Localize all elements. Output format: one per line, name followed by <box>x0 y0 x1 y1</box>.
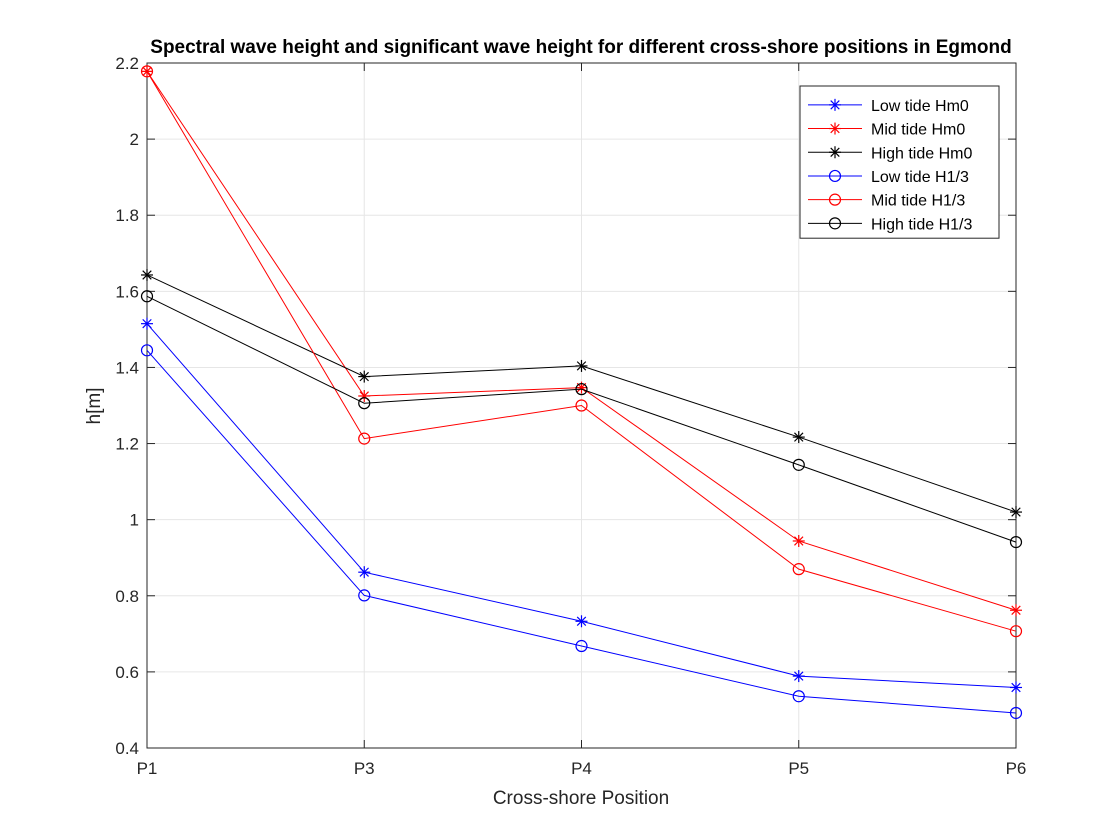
series-2 <box>141 268 1022 519</box>
data-point <box>1010 681 1022 694</box>
legend-item: High tide Hm0 <box>808 145 972 162</box>
y-tick-label: 2.2 <box>115 54 139 73</box>
legend-label: High tide Hm0 <box>871 145 972 162</box>
legend-label: Low tide Hm0 <box>871 98 969 115</box>
data-point <box>1009 625 1023 638</box>
data-point <box>1010 506 1022 519</box>
data-point <box>358 397 371 410</box>
data-point <box>358 432 371 445</box>
data-point <box>140 344 154 357</box>
data-point <box>140 65 154 78</box>
data-point <box>792 563 805 576</box>
data-point <box>141 317 153 330</box>
y-tick-label: 1 <box>130 511 139 530</box>
y-tick-label: 0.8 <box>115 587 139 606</box>
y-tick-label: 1.2 <box>115 435 139 454</box>
legend-label: Mid tide H1/3 <box>871 193 965 210</box>
series-3 <box>140 344 1023 720</box>
data-point <box>1009 536 1023 549</box>
legend-marker <box>829 146 841 159</box>
y-tick-label: 1.4 <box>115 358 139 377</box>
legend-box <box>799 85 1000 239</box>
data-point <box>1009 706 1023 720</box>
y-tick-label: 0.4 <box>115 739 139 758</box>
data-series <box>140 65 1023 720</box>
series-1 <box>141 65 1022 617</box>
legend-marker <box>828 193 842 206</box>
legend-item: Low tide Hm0 <box>808 98 969 115</box>
series-line-3 <box>146 349 1017 714</box>
y-tick-label: 1.8 <box>115 206 139 225</box>
legend-marker <box>829 98 841 111</box>
data-point <box>575 383 588 396</box>
data-point <box>575 399 588 412</box>
y-tick-label: 0.6 <box>115 663 139 682</box>
data-point <box>140 290 154 303</box>
x-tick-label: P4 <box>571 759 592 778</box>
data-point <box>792 670 805 683</box>
y-tick-label: 2 <box>130 130 139 149</box>
series-line-4 <box>146 71 1017 632</box>
y-axis-title: h[m] <box>84 388 105 425</box>
chart-title: Spectral wave height and significant wav… <box>150 37 1011 58</box>
data-point <box>575 639 588 653</box>
legend-label: High tide H1/3 <box>871 216 972 233</box>
legend-item: Low tide H1/3 <box>808 169 969 186</box>
x-axis-ticks: P1 P3 P4 P5 P6 <box>137 63 1027 778</box>
series-0 <box>141 317 1022 694</box>
x-tick-label: P5 <box>788 759 809 778</box>
data-point <box>358 566 371 579</box>
data-point <box>792 690 805 703</box>
x-tick-label: P3 <box>354 759 375 778</box>
series-4 <box>140 65 1023 638</box>
legend-marker <box>828 217 842 230</box>
series-5 <box>140 290 1023 549</box>
data-point <box>792 534 805 547</box>
x-tick-label: P6 <box>1006 759 1027 778</box>
series-line-5 <box>146 295 1017 543</box>
legend-label: Mid tide Hm0 <box>871 122 965 139</box>
data-point <box>575 359 588 372</box>
legend-label: Low tide H1/3 <box>871 169 969 186</box>
data-point <box>141 268 153 281</box>
x-tick-label: P1 <box>137 759 158 778</box>
legend: Low tide Hm0 Mid tide Hm0 High tide Hm0 Low… <box>799 85 1000 239</box>
data-point <box>358 589 371 602</box>
data-point <box>358 370 371 383</box>
legend-item: High tide H1/3 <box>808 216 972 233</box>
x-axis-title: Cross-shore Position <box>493 788 669 809</box>
data-point <box>575 615 588 628</box>
legend-item: Mid tide H1/3 <box>808 193 965 210</box>
legend-item: Mid tide Hm0 <box>808 122 965 139</box>
y-tick-label: 1.6 <box>115 282 139 301</box>
legend-marker <box>828 169 842 183</box>
legend-marker <box>829 122 841 135</box>
data-point <box>792 431 805 444</box>
data-point <box>792 458 805 471</box>
data-point <box>1010 604 1022 617</box>
y-axis-ticks: 0.4 0.6 0.8 1 1.2 1.4 1.6 1.8 2 2.2 <box>115 54 1016 758</box>
